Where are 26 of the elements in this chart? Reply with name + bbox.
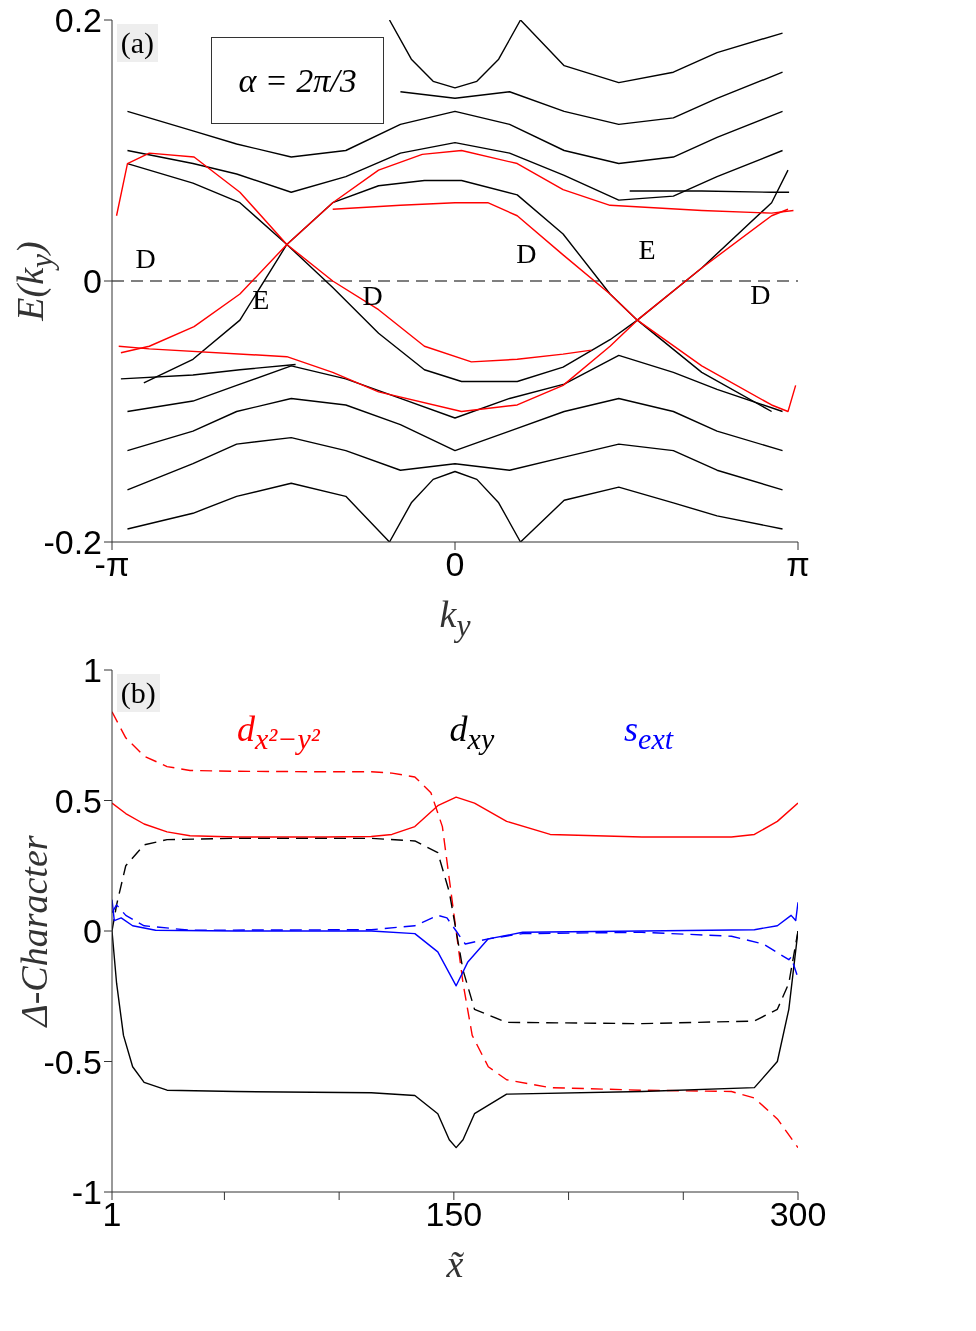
text: d$_{x²−y²}$ (236, 708, 320, 757)
y-tick-label: 0.5 (54, 781, 102, 820)
x-axis-title: x̃ (446, 1243, 464, 1285)
x-tick-label: 0 (445, 545, 465, 584)
y-tick-label: 0 (83, 262, 102, 301)
y-axis-title: Δ-Character (13, 835, 55, 1027)
x-tick-label: 300 (769, 1195, 827, 1234)
y-tick-label: -1 (71, 1173, 102, 1212)
y-tick-label: 1 (83, 651, 102, 690)
annotation: (b) (120, 676, 156, 710)
annotation: D (362, 279, 383, 311)
text: s$_{ext}$ (624, 708, 674, 757)
annotation: E (638, 233, 656, 265)
x-tick-label: 150 (425, 1195, 483, 1234)
annotation: D (516, 237, 537, 269)
y-tick-label: 0.2 (54, 1, 102, 40)
y-tick-label: 0 (83, 912, 102, 951)
annotation: α = 2π/3 (238, 61, 357, 100)
annotation: D (135, 242, 156, 274)
text: d$_{xy}$ (449, 708, 495, 757)
annotation: (a) (120, 26, 155, 60)
y-tick-label: -0.5 (43, 1042, 102, 1081)
x-tick-label: π (786, 545, 810, 584)
annotation: D (750, 278, 771, 310)
annotation: E (252, 284, 270, 316)
x-axis-title: k$_{y}$ (439, 593, 471, 643)
